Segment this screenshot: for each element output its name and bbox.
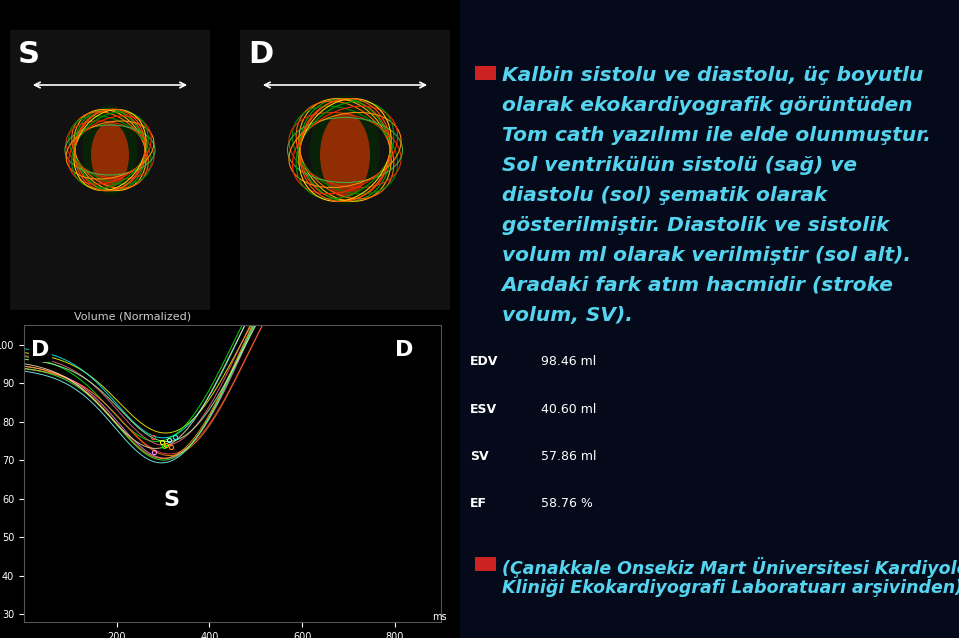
Ellipse shape xyxy=(320,112,370,198)
Text: SV: SV xyxy=(470,450,489,463)
Bar xyxy=(0,0,460,638)
Text: 98.46 ml: 98.46 ml xyxy=(541,355,596,368)
Text: ESV: ESV xyxy=(470,403,498,415)
Text: Sol ventrikülün sistolü (sağ) ve: Sol ventrikülün sistolü (sağ) ve xyxy=(502,156,856,175)
Text: 57.86 ml: 57.86 ml xyxy=(541,450,596,463)
Text: (Çanakkale Onsekiz Mart Üniversitesi Kardiyoloji: (Çanakkale Onsekiz Mart Üniversitesi Kar… xyxy=(502,557,959,578)
Text: EDV: EDV xyxy=(470,355,499,368)
Bar xyxy=(475,557,496,571)
Text: D: D xyxy=(395,340,413,360)
Ellipse shape xyxy=(91,122,129,188)
Text: volum, SV).: volum, SV). xyxy=(502,306,633,325)
Text: S: S xyxy=(163,491,179,510)
Bar xyxy=(10,30,210,310)
Bar xyxy=(240,30,450,310)
Text: Volume (Normalized): Volume (Normalized) xyxy=(74,312,191,322)
Text: 40.60 ml: 40.60 ml xyxy=(541,403,596,415)
Bar xyxy=(475,66,496,80)
Text: S: S xyxy=(18,40,40,69)
Text: Kliniği Ekokardiyografi Laboratuarı arşivinden): Kliniği Ekokardiyografi Laboratuarı arşi… xyxy=(502,579,959,597)
Text: olarak ekokardiyografik görüntüden: olarak ekokardiyografik görüntüden xyxy=(502,96,912,115)
Text: ms: ms xyxy=(432,612,447,622)
Text: D: D xyxy=(248,40,273,69)
Ellipse shape xyxy=(310,95,380,205)
Text: gösterilmiştir. Diastolik ve sistolik: gösterilmiştir. Diastolik ve sistolik xyxy=(502,216,889,235)
Text: D: D xyxy=(31,340,49,360)
Text: EF: EF xyxy=(470,498,487,510)
Text: 58.76 %: 58.76 % xyxy=(541,498,593,510)
Text: Aradaki fark atım hacmidir (stroke: Aradaki fark atım hacmidir (stroke xyxy=(502,276,894,295)
Text: Tom cath yazılımı ile elde olunmuştur.: Tom cath yazılımı ile elde olunmuştur. xyxy=(502,126,930,145)
Ellipse shape xyxy=(82,105,137,195)
Text: Kalbin sistolu ve diastolu, üç boyutlu: Kalbin sistolu ve diastolu, üç boyutlu xyxy=(502,66,924,85)
Text: volum ml olarak verilmiştir (sol alt).: volum ml olarak verilmiştir (sol alt). xyxy=(502,246,911,265)
Text: diastolu (sol) şematik olarak: diastolu (sol) şematik olarak xyxy=(502,186,827,205)
